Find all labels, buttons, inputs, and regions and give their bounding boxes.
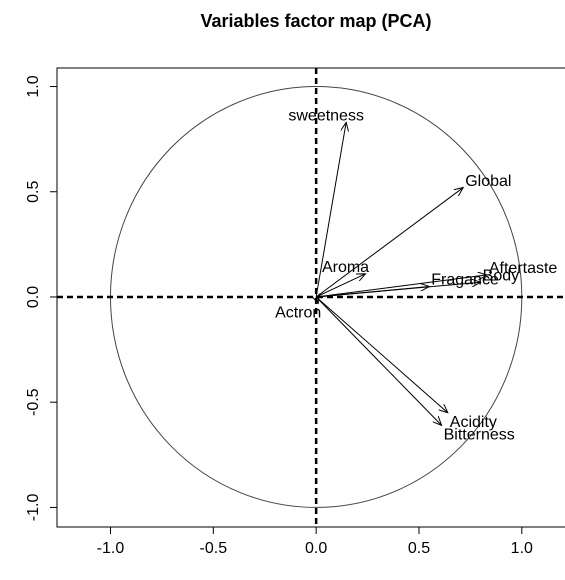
x-tick-label: -1.0	[97, 540, 125, 557]
arrow	[315, 188, 463, 298]
arrow-label: Actron	[275, 305, 321, 322]
arrow-label: Body	[483, 267, 519, 284]
x-tick-label: 0.5	[408, 540, 430, 557]
chart-title: Variables factor map (PCA)	[200, 11, 431, 31]
arrow-label: Aroma	[322, 259, 369, 276]
arrow	[316, 275, 487, 298]
arrow-label: Aftertaste	[489, 260, 558, 277]
arrow	[315, 296, 441, 425]
arrow	[316, 282, 481, 298]
x-tick-label: -0.5	[200, 540, 228, 557]
y-tick-label: 1.0	[25, 75, 42, 97]
arrow-label: Global	[465, 173, 511, 190]
x-tick-label: 1.0	[511, 540, 533, 557]
arrow-label: Bitterness	[444, 427, 515, 444]
y-tick-label: -1.0	[25, 494, 42, 522]
arrow	[315, 296, 448, 413]
x-tick-label: 0.0	[305, 540, 327, 557]
y-tick-label: -0.5	[25, 388, 42, 416]
arrow-label: Acidity	[450, 414, 497, 431]
arrow	[315, 122, 346, 298]
y-tick-label: 0.5	[25, 181, 42, 203]
arrow	[315, 274, 365, 298]
arrow-label: sweetness	[288, 108, 364, 125]
y-tick-label: 0.0	[25, 286, 42, 308]
